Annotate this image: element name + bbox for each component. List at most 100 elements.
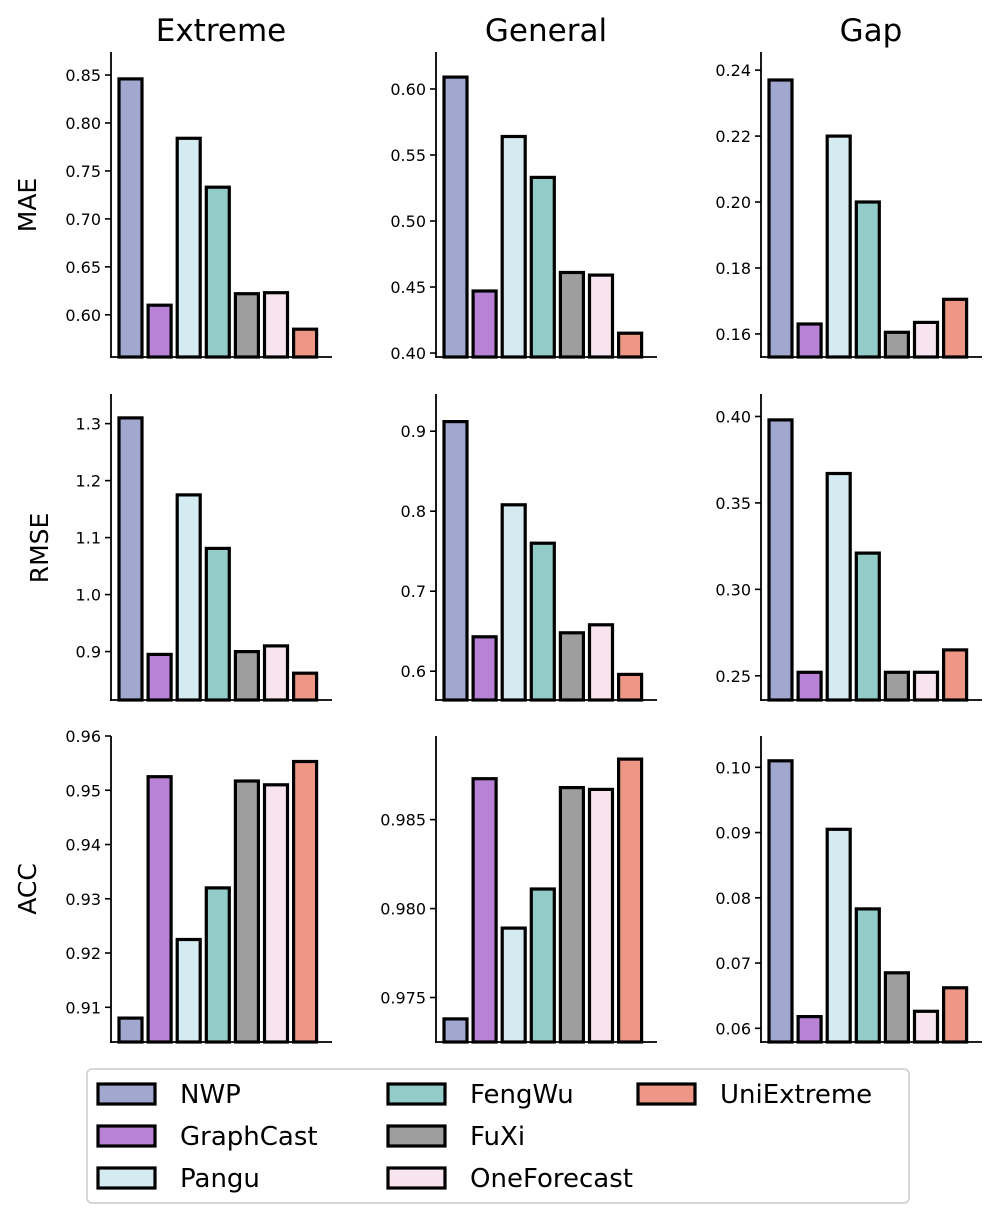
legend-label: Pangu	[180, 1164, 260, 1194]
bar-graphcast	[796, 1014, 823, 1044]
y-tick-label: 0.96	[65, 727, 101, 746]
y-tick-label: 1.0	[76, 586, 101, 605]
panel-acc-extreme: 0.91 0.92 0.93 0.94 0.95 0.96	[65, 727, 332, 1044]
y-tick-label: 0.40	[390, 344, 426, 363]
legend-label: FengWu	[470, 1080, 574, 1110]
bar-graphcast	[146, 303, 173, 359]
bar-pangu	[825, 827, 852, 1044]
row-label-mae: MAE	[13, 178, 42, 232]
y-tick-label: 0.18	[715, 259, 751, 278]
bar-uniextreme	[292, 327, 319, 359]
legend-swatch	[386, 1082, 447, 1106]
legend-item-uniextreme: UniExtreme	[636, 1080, 872, 1110]
legend-item-pangu: Pangu	[96, 1164, 260, 1194]
bar-graphcast	[471, 289, 498, 359]
y-tick-label: 0.985	[380, 811, 426, 830]
legend-swatch	[386, 1124, 447, 1148]
bar-uniextreme	[941, 648, 969, 702]
y-tick-label: 0.85	[65, 66, 101, 85]
y-tick-label: 0.06	[715, 1019, 751, 1038]
legend-label: OneForecast	[470, 1164, 633, 1194]
y-tick-label: 0.95	[65, 781, 101, 800]
column-title-gap: Gap	[840, 13, 903, 49]
legend-label: NWP	[180, 1080, 241, 1110]
legend-item-fengwu: FengWu	[386, 1080, 574, 1110]
y-tick-label: 0.08	[715, 889, 751, 908]
bar-nwp	[117, 416, 144, 702]
y-tick-label: 0.9	[76, 643, 101, 662]
bar-uniextreme	[941, 297, 969, 359]
y-tick-label: 0.8	[401, 502, 426, 521]
bar-uniextreme	[616, 331, 644, 359]
bar-fuxi	[233, 649, 260, 702]
bar-pangu	[500, 134, 527, 359]
bar-oneforecast	[262, 291, 290, 359]
panel-rmse-general: 0.6 0.7 0.8 0.9	[401, 394, 657, 702]
bar-pangu	[500, 503, 527, 702]
legend-frame	[86, 1068, 910, 1204]
y-tick-label: 0.9	[401, 422, 426, 441]
y-tick-label: 1.3	[76, 415, 101, 434]
bar-nwp	[442, 75, 469, 359]
legend-swatch	[96, 1124, 157, 1148]
panel-mae-gap: 0.16 0.18 0.20 0.22 0.24	[715, 52, 982, 359]
bar-fengwu	[529, 887, 556, 1044]
bar-pangu	[175, 493, 202, 702]
y-tick-label: 0.10	[715, 758, 751, 777]
y-tick-label: 0.93	[65, 890, 101, 909]
y-tick-label: 0.92	[65, 944, 101, 963]
y-tick-label: 0.6	[401, 662, 426, 681]
y-tick-label: 0.91	[65, 998, 101, 1017]
bar-uniextreme	[941, 986, 969, 1044]
bar-oneforecast	[587, 623, 615, 702]
bar-pangu	[825, 134, 852, 359]
y-tick-label: 0.60	[65, 306, 101, 325]
legend-label: FuXi	[470, 1122, 525, 1152]
legend-item-oneforecast: OneForecast	[386, 1164, 633, 1194]
bar-oneforecast	[262, 644, 290, 702]
bar-uniextreme	[616, 672, 644, 702]
bar-fengwu	[204, 886, 231, 1044]
y-tick-label: 0.75	[65, 162, 101, 181]
bar-fengwu	[204, 185, 231, 359]
legend-item-nwp: NWP	[96, 1080, 241, 1110]
bar-nwp	[767, 759, 794, 1044]
legend: NWP GraphCast Pangu FengWu FuXi OneForecast Un…	[86, 1068, 910, 1204]
bar-graphcast	[471, 777, 498, 1044]
bar-oneforecast	[262, 783, 290, 1044]
legend-label: UniExtreme	[720, 1080, 872, 1110]
bar-graphcast	[796, 670, 823, 702]
bar-nwp	[117, 1016, 144, 1044]
bar-graphcast	[471, 635, 498, 702]
bar-fuxi	[558, 785, 586, 1044]
bar-pangu	[175, 136, 202, 359]
y-tick-label: 0.07	[715, 954, 751, 973]
bar-nwp	[767, 418, 794, 702]
y-tick-label: 0.65	[65, 258, 101, 277]
y-tick-label: 0.40	[715, 407, 751, 426]
bar-fengwu	[204, 546, 231, 702]
bar-nwp	[442, 1017, 469, 1044]
legend-swatch	[636, 1082, 697, 1106]
bar-fuxi	[558, 270, 586, 359]
y-tick-label: 0.20	[715, 193, 751, 212]
bar-nwp	[442, 420, 469, 702]
bar-fuxi	[558, 631, 586, 702]
y-tick-label: 0.22	[715, 127, 751, 146]
column-title-extreme: Extreme	[156, 13, 287, 49]
bar-fuxi	[883, 330, 911, 359]
legend-swatch	[96, 1082, 157, 1106]
panel-rmse-extreme: 0.9 1.0 1.1 1.2 1.3	[76, 394, 332, 702]
y-tick-label: 0.94	[65, 836, 101, 855]
bar-nwp	[767, 78, 794, 359]
bar-fengwu	[854, 200, 881, 359]
y-tick-label: 0.09	[715, 824, 751, 843]
row-label-acc: ACC	[13, 863, 42, 915]
column-title-general: General	[485, 13, 607, 49]
y-tick-label: 1.1	[76, 529, 101, 548]
bar-oneforecast	[912, 670, 940, 702]
y-tick-label: 0.80	[65, 114, 101, 133]
bar-oneforecast	[912, 320, 940, 359]
legend-swatch	[386, 1166, 447, 1190]
